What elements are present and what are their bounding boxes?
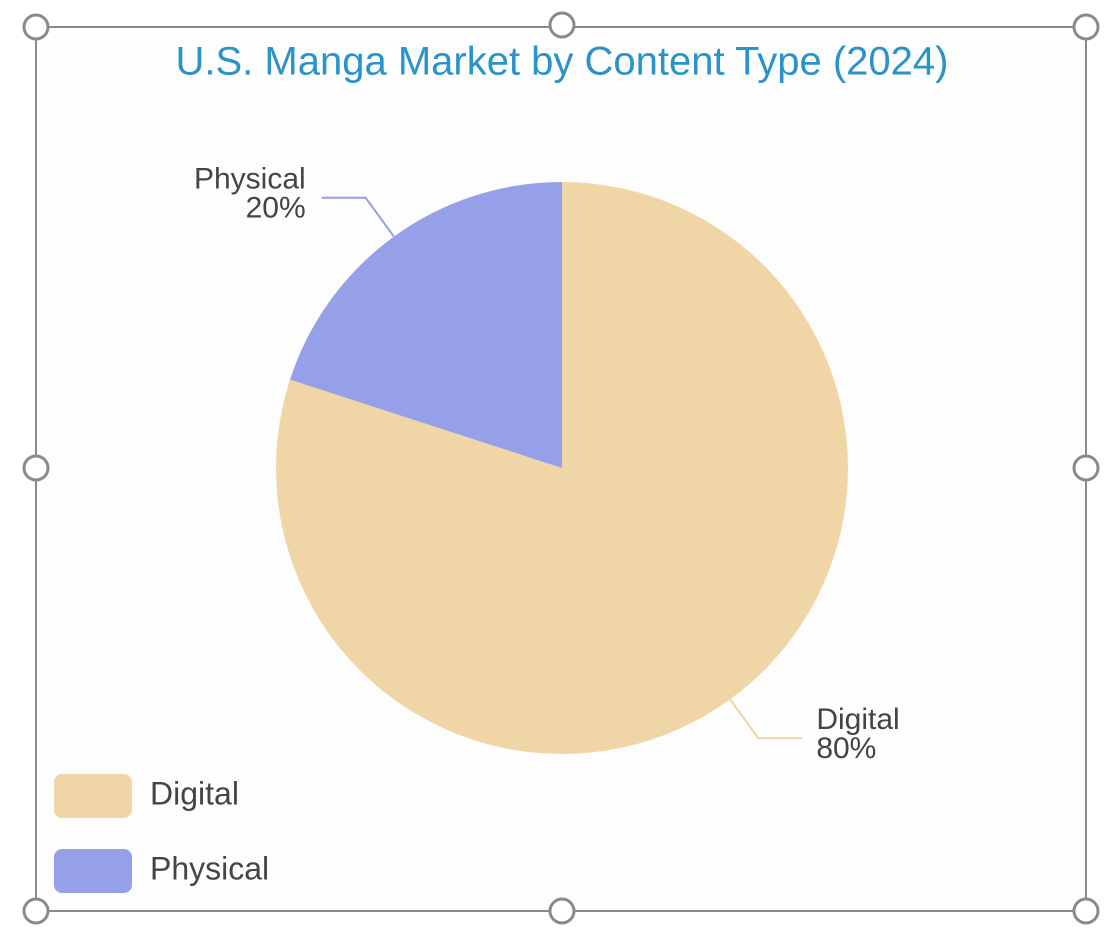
leader-line [729, 698, 803, 740]
resize-handle[interactable] [22, 13, 50, 41]
legend-swatch [54, 849, 132, 893]
legend-swatch [54, 774, 132, 818]
legend-label: Digital [150, 775, 239, 811]
data-label-name: Physical [194, 163, 306, 196]
pie-slice [289, 182, 562, 468]
resize-handle[interactable] [1072, 13, 1100, 41]
resize-handle[interactable] [22, 897, 50, 925]
data-label-value: 80% [816, 732, 876, 765]
resize-handle[interactable] [1072, 897, 1100, 925]
resize-handle[interactable] [22, 454, 50, 482]
resize-handle[interactable] [548, 11, 576, 39]
resize-handle[interactable] [548, 897, 576, 925]
legend: Digital Physical [54, 774, 269, 893]
legend-label: Physical [150, 850, 269, 886]
chart-title: U.S. Manga Market by Content Type (2024) [176, 40, 949, 84]
data-label-value: 20% [246, 192, 306, 225]
leader-line [321, 196, 395, 238]
resize-handle[interactable] [1072, 454, 1100, 482]
data-label-name: Digital [816, 703, 899, 736]
resize-handles[interactable] [22, 11, 1100, 925]
